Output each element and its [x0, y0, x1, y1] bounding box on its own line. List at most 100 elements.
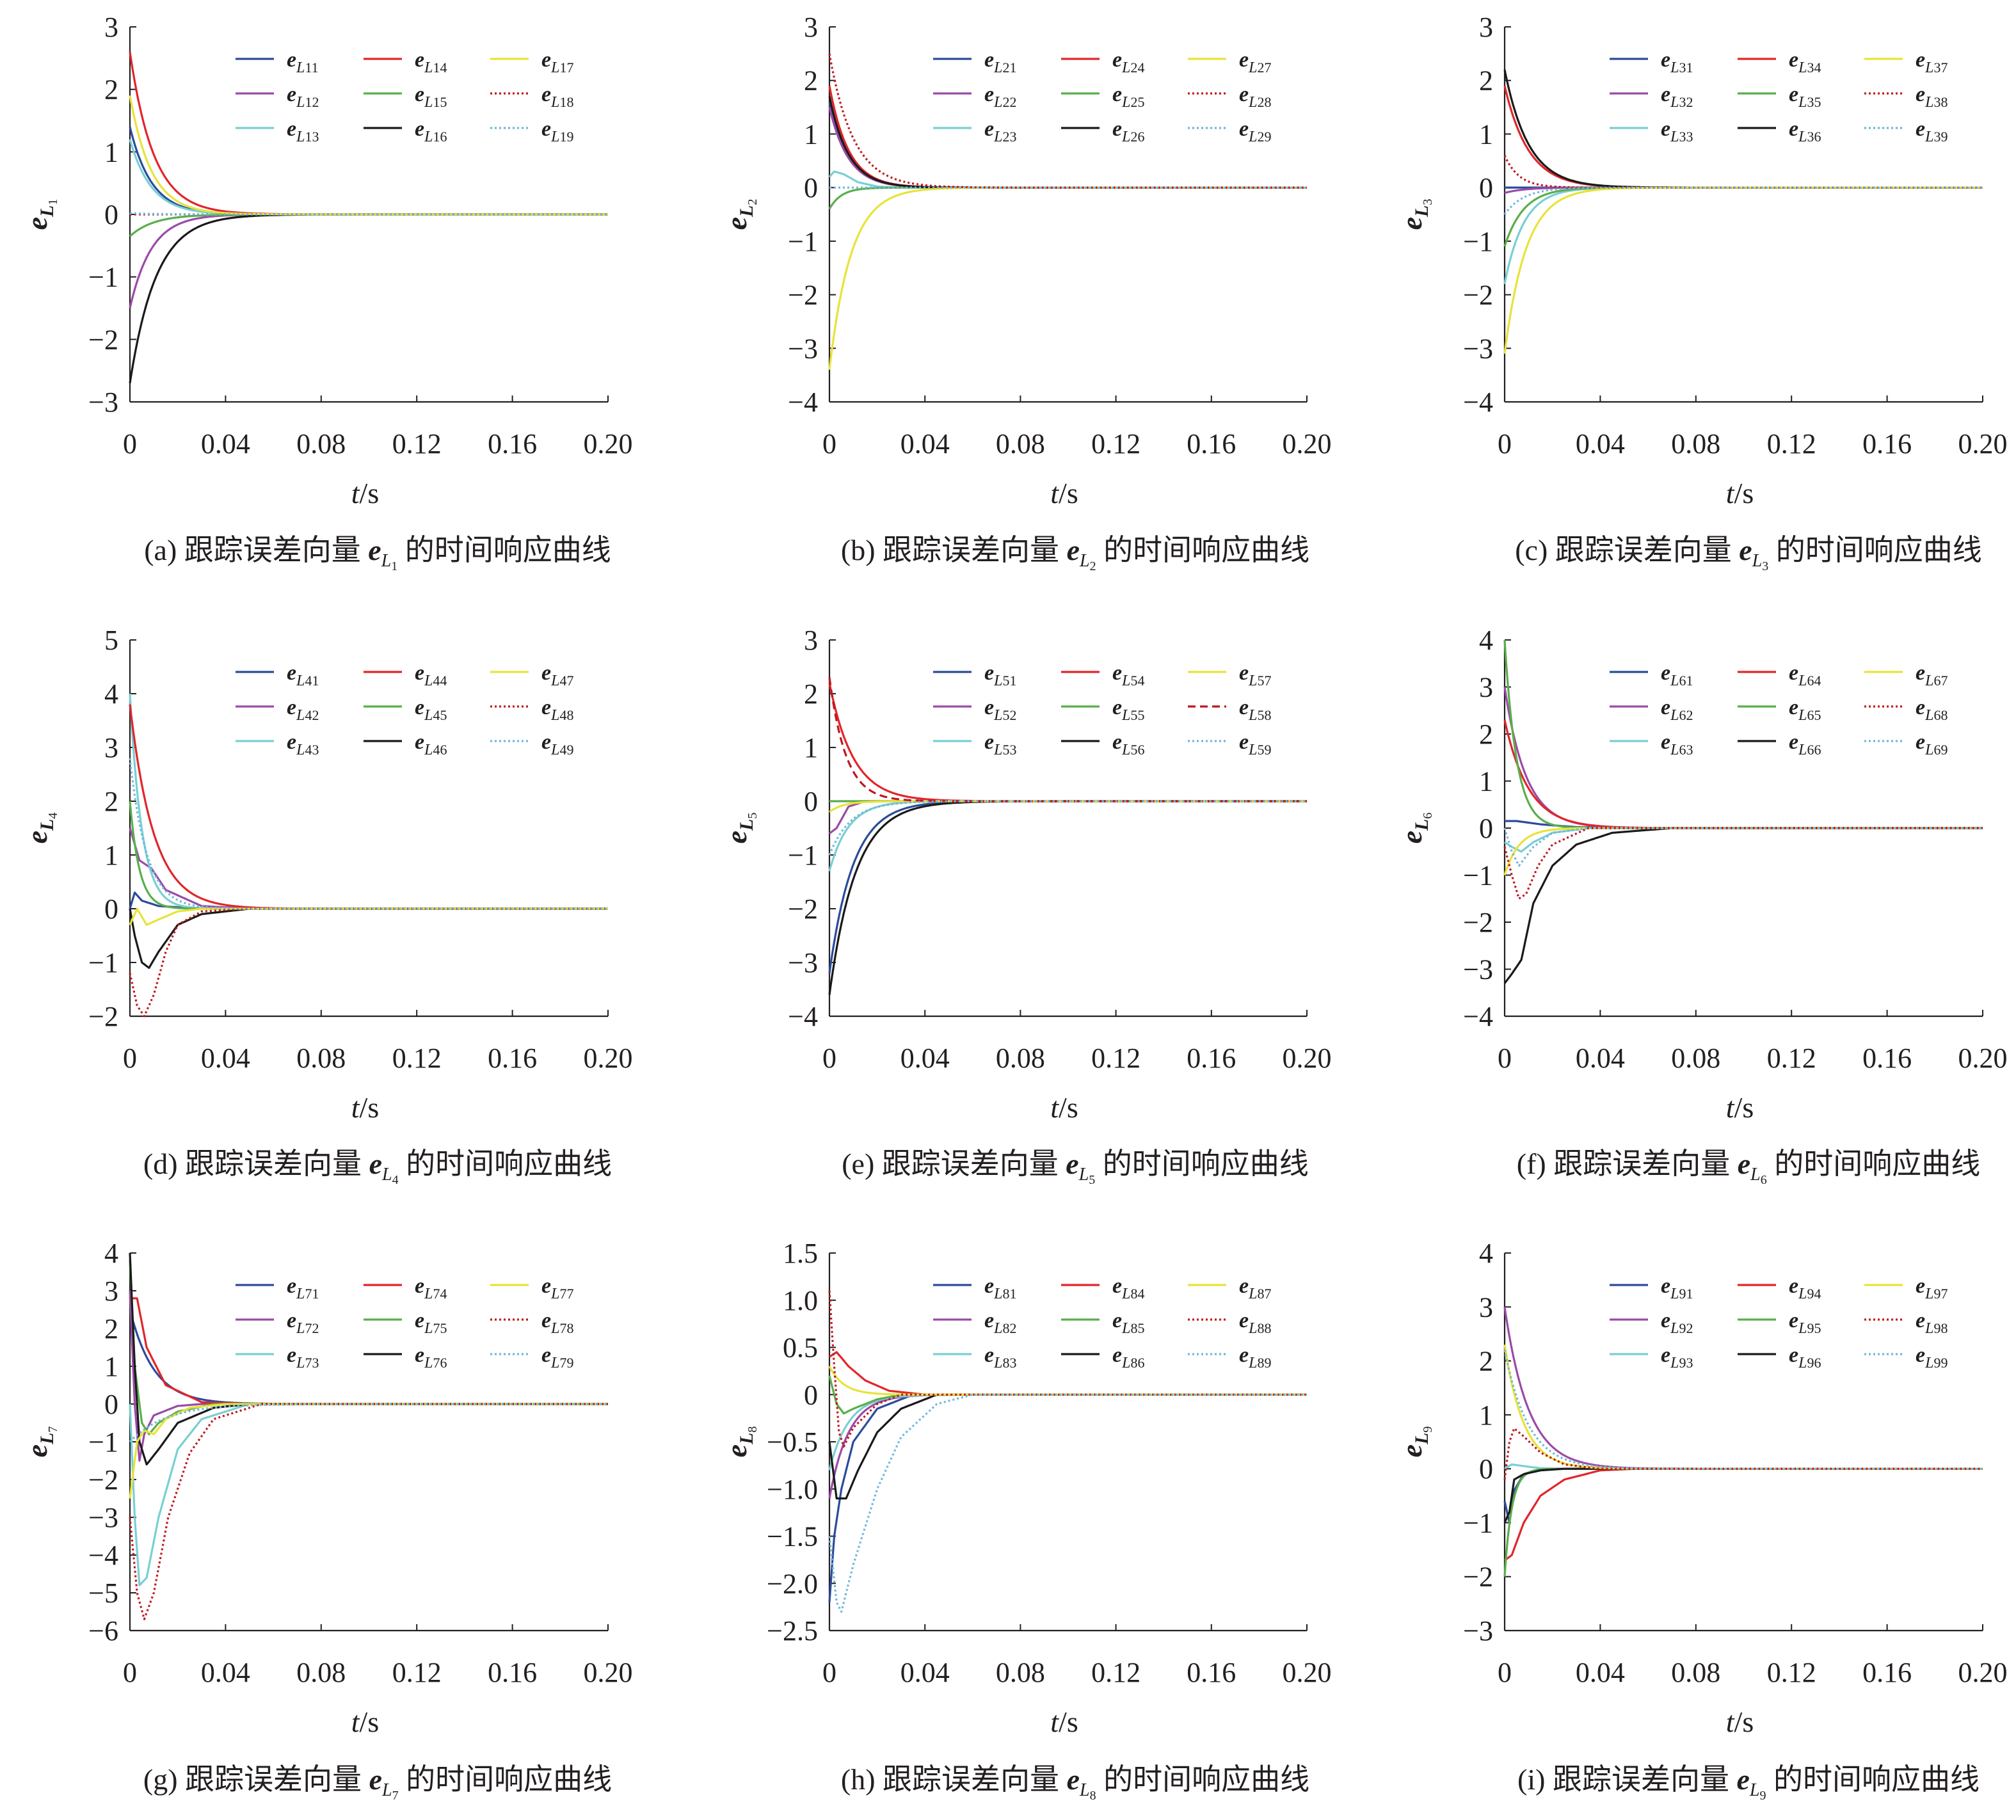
chart-8-legend-label-e-l84: eL84 — [1112, 1274, 1144, 1302]
chart-3-legend-sub: 35 — [1807, 94, 1821, 110]
chart-4-x-axis-label-unit: /s — [360, 1091, 380, 1124]
chart-4-y-tick-label: 0 — [104, 893, 118, 925]
chart-6-x-tick-label: 0.20 — [1958, 1042, 2008, 1074]
chart-9-y-axis-label-e: e — [1395, 1444, 1428, 1457]
chart-8-x-tick-label: 0.12 — [1091, 1657, 1140, 1688]
chart-3-caption-pre: (c) 跟踪误差向量 — [1515, 534, 1739, 566]
chart-9-legend-L: L — [1670, 1355, 1679, 1371]
chart-9-series-e-l95 — [1503, 1467, 1983, 1577]
chart-8-y-tick-label: −2.5 — [767, 1615, 818, 1647]
chart-3-legend-label-e-l34: eL34 — [1789, 48, 1821, 76]
chart-8-series-e-l84 — [829, 1351, 1307, 1396]
chart-2-caption-L: L — [1079, 551, 1090, 571]
chart-9-x-axis-label-var: t — [1726, 1705, 1735, 1738]
chart-6-legend-label-e-l62: eL62 — [1661, 696, 1693, 724]
chart-6-legend-label-e-l61: eL61 — [1661, 661, 1693, 689]
chart-3-legend-L: L — [1924, 129, 1933, 145]
chart-4-legend-L: L — [424, 707, 433, 724]
chart-2-x-tick-label: 0.12 — [1091, 428, 1140, 459]
chart-3-series-e-l37 — [1503, 186, 1983, 355]
chart-9-legend-sub: 92 — [1679, 1320, 1693, 1336]
chart-8-legend-label-e-l83: eL83 — [984, 1343, 1016, 1371]
chart-2-y-tick-label: −4 — [788, 387, 818, 418]
chart-1-legend-label-e-l15: eL15 — [415, 83, 447, 111]
chart-1-caption-sub: 1 — [391, 559, 397, 573]
chart-6-series-e-l68 — [1503, 827, 1983, 900]
chart-4-x-tick-label: 0.08 — [296, 1042, 346, 1074]
chart-5-legend-label-e-l51: eL51 — [984, 661, 1016, 689]
chart-9-series-e-l94 — [1504, 1467, 1983, 1561]
chart-9-legend-label-e-l97: eL97 — [1916, 1274, 1948, 1302]
chart-6-legend-L: L — [1798, 742, 1807, 758]
chart-2-y-axis-label: eL2 — [720, 199, 760, 230]
chart-2-legend-L: L — [1248, 94, 1257, 111]
chart-8-caption-L: L — [1079, 1780, 1090, 1800]
chart-5-legend-sub: 57 — [1257, 673, 1271, 689]
chart-9-legend-e: e — [1789, 1343, 1798, 1367]
chart-4-legend-label-e-l48: eL48 — [541, 696, 573, 724]
chart-6-legend-L: L — [1924, 673, 1933, 689]
chart-9-legend-L: L — [1670, 1286, 1679, 1302]
chart-9-series-e-l92 — [1503, 1306, 1983, 1470]
chart-8-y-tick-label: 0 — [804, 1379, 818, 1410]
chart-1-legend-sub: 15 — [433, 94, 447, 110]
chart-3-series-e-l33 — [1503, 186, 1983, 285]
chart-6-legend-L: L — [1924, 742, 1933, 758]
chart-2-legend-label-e-l27: eL27 — [1239, 48, 1271, 76]
chart-4-legend-sub: 47 — [559, 673, 573, 689]
chart-5-legend-label-e-l57: eL57 — [1239, 661, 1271, 689]
chart-8-caption: (h) 跟踪误差向量 eL8 的时间响应曲线 — [841, 1763, 1309, 1803]
chart-5-caption: (e) 跟踪误差向量 eL5 的时间响应曲线 — [842, 1147, 1309, 1187]
chart-1-caption-L: L — [381, 551, 392, 571]
chart-9-y-axis-label-L: L — [1411, 1433, 1432, 1445]
chart-7-y-tick-label: −1 — [88, 1426, 118, 1458]
chart-9-x-axis-label-unit: /s — [1734, 1705, 1754, 1738]
chart-4-legend-e: e — [287, 696, 296, 719]
chart-8-series-e-l81 — [828, 1393, 1307, 1602]
chart-8-y-tick-label: −0.5 — [767, 1426, 818, 1458]
chart-1-x-axis-label-unit: /s — [360, 477, 380, 509]
chart-5-legend-sub: 52 — [1002, 707, 1016, 723]
chart-5-legend-label-e-l53: eL53 — [984, 730, 1016, 758]
chart-7-legend-label-e-l74: eL74 — [415, 1274, 447, 1302]
chart-6-caption-pre: (f) 跟踪误差向量 — [1517, 1147, 1738, 1180]
chart-5-y-tick-label: 2 — [804, 678, 818, 710]
chart-9-legend-e: e — [1661, 1309, 1670, 1332]
chart-9-caption-sub: 9 — [1759, 1789, 1766, 1803]
chart-8-legend-L: L — [1121, 1355, 1130, 1371]
chart-4-legend-L: L — [424, 742, 433, 758]
chart-1-x-tick-label: 0.16 — [488, 428, 537, 459]
chart-8-series-e-l83 — [828, 1393, 1307, 1471]
chart-5-legend-label-e-l54: eL54 — [1112, 661, 1144, 689]
chart-7-legend-e: e — [541, 1274, 551, 1298]
chart-2-y-axis-label-e: e — [720, 217, 753, 230]
chart-5-caption-e: e — [1066, 1147, 1078, 1180]
chart-7-y-axis-label: eL7 — [20, 1426, 60, 1458]
chart-3-legend-L: L — [1798, 60, 1807, 76]
chart-9-legend-e: e — [1661, 1274, 1670, 1298]
chart-7-legend-sub: 75 — [433, 1320, 447, 1336]
chart-7-caption-e: e — [369, 1763, 382, 1796]
chart-2-x-tick-label: 0.16 — [1187, 428, 1236, 459]
chart-9-series-e-l99 — [1503, 1349, 1983, 1470]
chart-1-legend-e: e — [541, 83, 551, 106]
chart-7-series-e-l79 — [129, 1403, 608, 1443]
chart-7-legend-L: L — [550, 1320, 559, 1337]
chart-6-series-e-l65 — [1503, 639, 1983, 829]
chart-6-series-e-l63 — [1504, 827, 1983, 853]
chart-2-legend-e: e — [1239, 48, 1249, 72]
chart-6-y-axis-label-sub: 6 — [1421, 813, 1435, 819]
chart-9-caption-post: 的时间响应曲线 — [1766, 1763, 1980, 1796]
chart-8-legend-L: L — [993, 1320, 1002, 1337]
chart-1-x-axis-label: t/s — [351, 477, 379, 509]
chart-2-series-e-l22 — [828, 106, 1307, 189]
chart-6-series-e-l64 — [1503, 719, 1983, 829]
chart-3-y-tick-label: 2 — [1479, 65, 1493, 97]
chart-3-y-tick-label: −4 — [1463, 387, 1493, 418]
chart-9-legend-sub: 98 — [1933, 1320, 1948, 1336]
chart-9-y-tick-label: 4 — [1479, 1238, 1493, 1269]
chart-9-caption-pre: (i) 跟踪误差向量 — [1517, 1763, 1736, 1796]
chart-6-x-tick-label: 0 — [1498, 1042, 1512, 1074]
chart-7-legend-sub: 73 — [305, 1355, 319, 1371]
